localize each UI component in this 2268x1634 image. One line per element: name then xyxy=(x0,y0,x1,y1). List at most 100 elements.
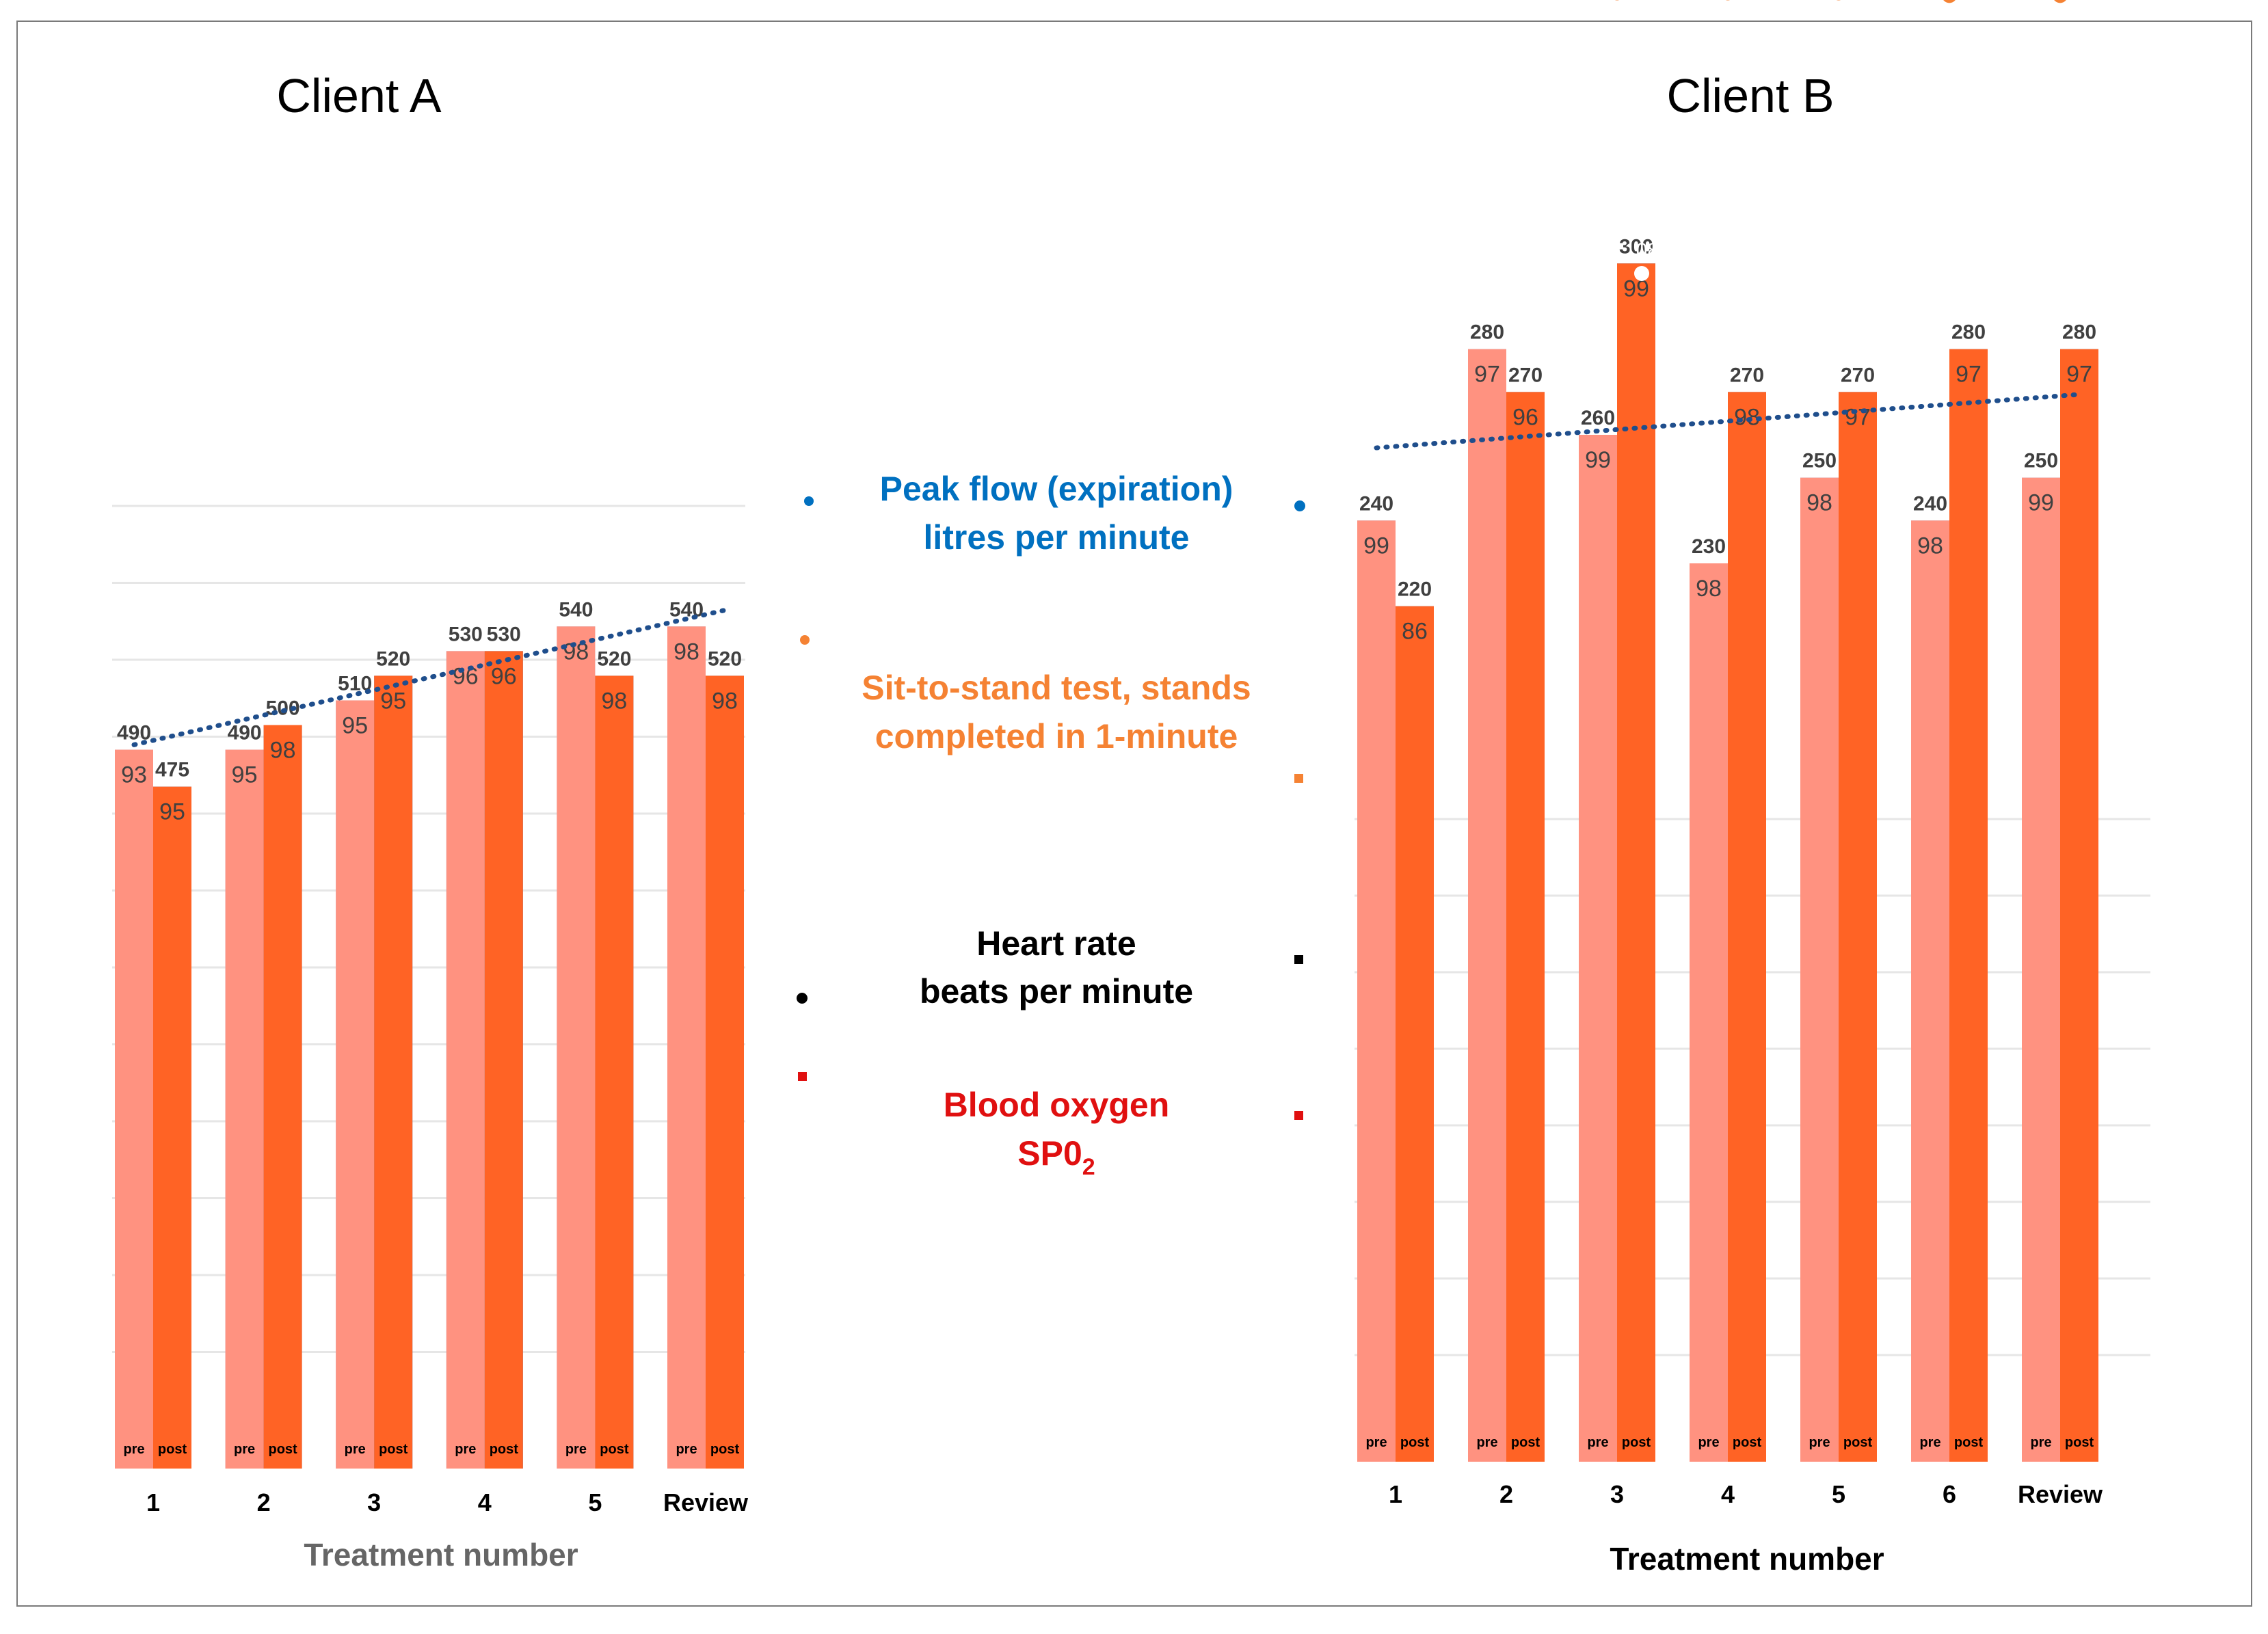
label-peak-post: 520 xyxy=(376,647,410,670)
point-heart-rate-pre xyxy=(2040,224,2055,239)
bar-label-pre: pre xyxy=(565,1442,587,1457)
legend-o2-line2-text: SP0 xyxy=(1017,1134,1082,1173)
label-peak-pre: 230 xyxy=(1692,535,1726,558)
label-heart-rate-pre: 70 xyxy=(351,122,373,144)
point-heart-rate-post xyxy=(391,163,407,179)
category-label: 2 xyxy=(257,1488,271,1516)
legend: Peak flow (expiration) litres per minute… xyxy=(797,470,1305,1180)
legend-marker-peak-right xyxy=(1294,500,1305,511)
label-heart-rate-post: 80 xyxy=(1741,161,1763,183)
legend-marker-hr-left xyxy=(797,993,808,1004)
bar-label-post: post xyxy=(600,1442,629,1457)
label-peak-post: 530 xyxy=(487,623,521,645)
label-peak-pre: 240 xyxy=(1913,492,1947,515)
label-heart-rate-post: 108 xyxy=(1625,239,1659,262)
bar-oxygen-post xyxy=(1728,392,1766,1462)
point-heart-rate-post xyxy=(1634,266,1649,282)
point-heart-rate-pre xyxy=(464,163,480,179)
bar-oxygen-post xyxy=(706,675,744,1469)
label-heart-rate-pre: 83 xyxy=(1593,169,1616,191)
legend-hr-line2: beats per minute xyxy=(920,972,1193,1010)
bar-oxygen-pre xyxy=(446,651,485,1469)
bar-label-post: post xyxy=(1733,1435,1762,1450)
chart-title: Client B xyxy=(1666,69,1834,122)
legend-marker-sts-right xyxy=(1294,774,1303,783)
label-heart-rate-pre: 80 xyxy=(1815,161,1837,183)
bar-oxygen-post xyxy=(1839,392,1877,1462)
bar-oxygen-post xyxy=(374,675,413,1469)
label-heart-rate-pre: 54 xyxy=(1372,88,1394,110)
point-heart-rate-pre xyxy=(575,224,591,240)
bar-oxygen-pre xyxy=(2022,477,2060,1462)
label-heart-rate-post: 111 xyxy=(2069,247,2100,270)
label-oxygen-post: 96 xyxy=(491,663,517,689)
bar-label-pre: pre xyxy=(676,1442,697,1457)
bar-label-pre: pre xyxy=(1587,1435,1608,1450)
label-oxygen-post: 98 xyxy=(712,688,738,714)
bar-label-post: post xyxy=(1843,1435,1873,1450)
bar-label-post: post xyxy=(2065,1435,2094,1450)
bar-label-pre: pre xyxy=(123,1442,144,1457)
bar-label-post: post xyxy=(379,1442,408,1457)
point-heart-rate-post xyxy=(1856,243,1871,259)
label-oxygen-post: 95 xyxy=(159,799,185,825)
point-heart-rate-pre xyxy=(243,217,259,232)
label-oxygen-post: 97 xyxy=(1845,404,1871,430)
point-heart-rate-post xyxy=(170,250,185,266)
label-heart-rate-pre: 80 xyxy=(1925,161,1948,183)
label-peak-pre: 250 xyxy=(1802,450,1837,472)
label-oxygen-post: 98 xyxy=(601,688,627,714)
category-label: 4 xyxy=(478,1488,492,1516)
category-label: 4 xyxy=(1721,1480,1735,1508)
label-oxygen-post: 96 xyxy=(1512,404,1538,430)
legend-sts-line2: completed in 1-minute xyxy=(875,717,1238,755)
label-oxygen-post: 86 xyxy=(1402,619,1428,645)
bar-label-pre: pre xyxy=(2030,1435,2051,1450)
category-label: 3 xyxy=(367,1488,381,1516)
label-oxygen-pre: 97 xyxy=(1474,362,1500,388)
bar-oxygen-pre xyxy=(667,626,706,1469)
label-peak-post: 270 xyxy=(1730,364,1764,386)
x-axis-label: Treatment number xyxy=(1610,1541,1884,1577)
label-peak-post: 280 xyxy=(2062,321,2096,344)
bar-label-pre: pre xyxy=(455,1442,476,1457)
legend-marker-sts-left xyxy=(800,635,810,645)
label-peak-post: 270 xyxy=(1508,364,1543,386)
trendline-peak-flow xyxy=(131,607,728,747)
label-heart-rate-post: 105 xyxy=(602,211,637,234)
bar-oxygen-pre xyxy=(336,700,375,1469)
bar-oxygen-post xyxy=(2060,349,2098,1462)
bar-oxygen-post xyxy=(1506,392,1545,1462)
point-heart-rate-post xyxy=(2077,274,2092,290)
label-oxygen-pre: 95 xyxy=(232,762,258,788)
point-sit-to-stand xyxy=(1943,0,1956,3)
bar-label-pre: pre xyxy=(234,1442,255,1457)
label-peak-post: 300 xyxy=(1619,235,1653,258)
label-oxygen-pre: 99 xyxy=(1585,447,1611,473)
point-heart-rate-post xyxy=(1966,260,1982,276)
label-peak-post: 520 xyxy=(597,647,631,670)
label-oxygen-post: 98 xyxy=(1734,404,1760,430)
legend-hr-line1: Heart rate xyxy=(976,924,1136,963)
bar-oxygen-pre xyxy=(1690,563,1728,1462)
point-heart-rate-pre xyxy=(1486,226,1502,242)
label-peak-post: 520 xyxy=(708,647,742,670)
category-label: 3 xyxy=(1610,1480,1624,1508)
bar-label-pre: pre xyxy=(1365,1435,1387,1450)
label-oxygen-post: 97 xyxy=(2066,362,2092,388)
trendline-heart-rate xyxy=(131,178,728,229)
bar-oxygen-post xyxy=(1396,606,1434,1462)
category-label: 1 xyxy=(146,1488,160,1516)
bar-label-post: post xyxy=(710,1442,740,1457)
bar-oxygen-pre xyxy=(225,749,264,1469)
label-peak-pre: 540 xyxy=(559,598,593,621)
bar-oxygen-post xyxy=(1617,263,1655,1462)
category-label: 6 xyxy=(1943,1480,1956,1508)
point-sit-to-stand xyxy=(2054,0,2066,3)
bar-oxygen-pre xyxy=(557,626,596,1469)
label-peak-pre: 490 xyxy=(228,722,262,745)
label-heart-rate-pre: 94 xyxy=(1482,200,1505,222)
label-heart-rate-pre: 76 xyxy=(461,137,483,159)
label-heart-rate-pre: 70 xyxy=(682,122,704,144)
